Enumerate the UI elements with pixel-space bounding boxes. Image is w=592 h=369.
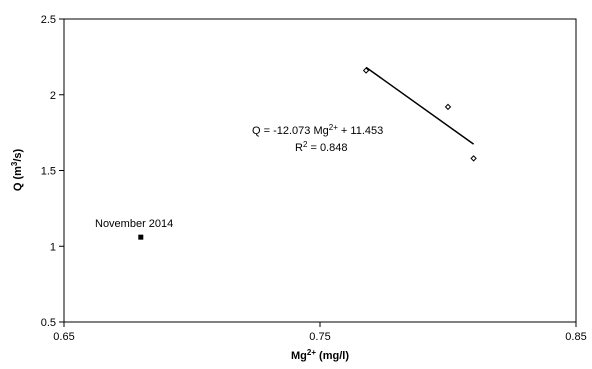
data-points xyxy=(138,67,477,240)
y-tick-label: 0.5 xyxy=(41,317,56,329)
data-point-diamond xyxy=(470,155,477,162)
x-axis-title: Mg2+ (mg/l) xyxy=(291,348,349,362)
trendline-layer xyxy=(365,66,475,145)
x-tick-label: 0.85 xyxy=(565,331,586,343)
plot-area xyxy=(63,18,577,323)
axis-ticks: 0.65 0.75 0.85 0.5 1 1.5 2 2.5 xyxy=(41,14,587,343)
trendline xyxy=(365,66,475,145)
y-axis-title: Q (m3/s) xyxy=(10,148,24,191)
data-point-square xyxy=(138,234,144,240)
outlier-label: November 2014 xyxy=(95,218,173,230)
y-tick-label: 1 xyxy=(50,241,56,253)
x-tick-label: 0.65 xyxy=(53,331,74,343)
trendline-equation: Q = -12.073 Mg2+ + 11.453 xyxy=(252,123,383,137)
trendline-r-squared: R2 = 0.848 xyxy=(295,140,347,154)
y-tick-label: 1.5 xyxy=(41,166,56,178)
data-point-diamond xyxy=(444,103,452,111)
y-tick-label: 2.5 xyxy=(41,14,56,26)
data-point-diamond xyxy=(362,67,370,74)
x-tick-label: 0.75 xyxy=(309,331,330,343)
y-tick-label: 2 xyxy=(50,90,56,102)
